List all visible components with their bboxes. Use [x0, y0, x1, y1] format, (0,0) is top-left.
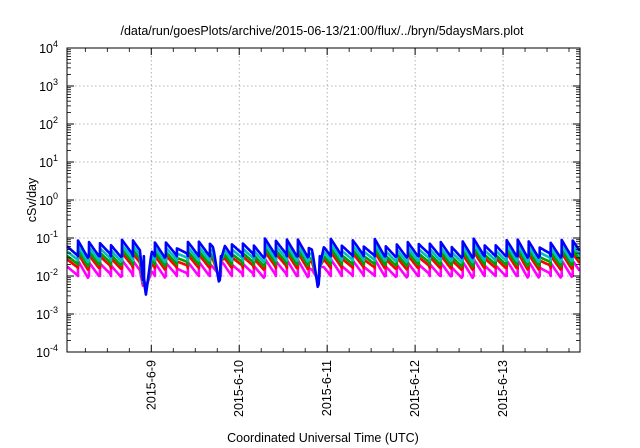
y-axis-label: cSv/day [25, 177, 39, 222]
x-axis-label: Coordinated Universal Time (UTC) [227, 431, 419, 445]
x-axis: 2015-6-9 2015-6-10 2015-6-11 2015-6-12 2015-… [84, 48, 570, 417]
x-tick-label: 2015-6-9 [144, 360, 158, 410]
y-axis: 10-4 10-3 10-2 10-1 100 101 102 103 104 [36, 39, 580, 360]
y-tick-label: 101 [39, 153, 58, 170]
series-line [66, 257, 581, 289]
y-tick-label: 102 [39, 115, 58, 132]
y-tick-label: 10-1 [36, 229, 58, 246]
y-tick-label: 10-2 [36, 267, 58, 284]
chart-title: /data/run/goesPlots/archive/2015-06-13/2… [120, 24, 524, 38]
y-tick-label: 10-4 [36, 343, 58, 360]
x-tick-label: 2015-6-13 [496, 360, 510, 417]
x-tick-label: 2015-6-10 [232, 360, 246, 417]
series-group [66, 237, 581, 296]
grid [67, 48, 580, 352]
series-line [66, 237, 581, 296]
x-tick-label: 2015-6-12 [408, 360, 422, 417]
y-tick-label: 103 [39, 77, 58, 94]
y-tick-label: 10-3 [36, 305, 58, 322]
y-tick-label: 104 [39, 39, 58, 56]
y-tick-label: 100 [39, 191, 58, 208]
x-tick-label: 2015-6-11 [320, 360, 334, 416]
